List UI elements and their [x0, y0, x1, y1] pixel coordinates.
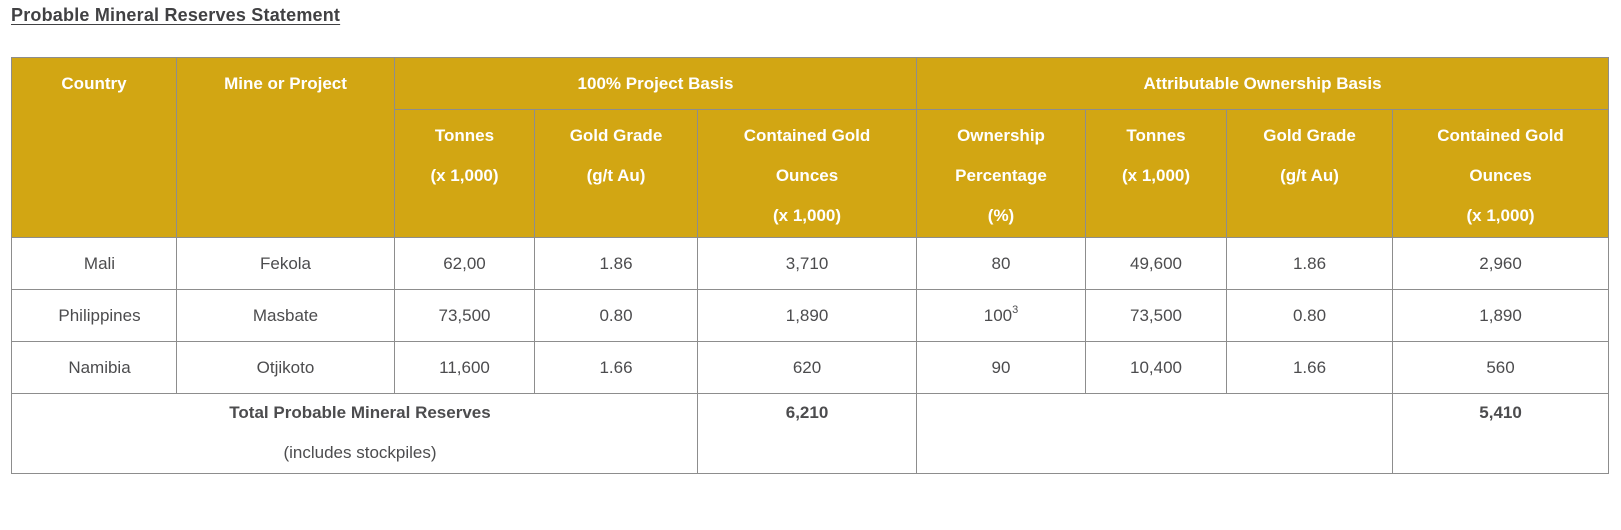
cell-att-tonnes: 49,600: [1085, 237, 1228, 290]
cell-country: Namibia: [11, 341, 177, 394]
cell-ownership-percentage: 90: [916, 341, 1087, 394]
cell-att-gold-grade: 1.66: [1226, 341, 1394, 394]
subheader-line: Contained Gold: [1437, 126, 1564, 145]
table-header: Country Mine or Project 100% Project Bas…: [11, 57, 1610, 238]
subheader-line: (%): [987, 206, 1015, 225]
cell-att-contained-gold: 560: [1392, 341, 1610, 394]
total-row: Total Probable Mineral Reserves (include…: [11, 393, 1610, 474]
total-label: Total Probable Mineral Reserves: [229, 403, 491, 422]
subheader-line: Contained Gold: [743, 126, 871, 145]
cell-att-gold-grade: 1.86: [1226, 237, 1394, 290]
cell-gold-grade: 1.66: [534, 341, 698, 394]
cell-ownership-percentage: 1003: [916, 289, 1087, 342]
sub-header-row: Tonnes (x 1,000) Gold Grade (g/t Au) Con…: [12, 109, 1610, 238]
subheader-line: Tonnes: [1126, 126, 1186, 145]
cell-mine-or-project: Fekola: [176, 237, 395, 290]
total-contained-gold: 6,210: [696, 393, 918, 474]
total-att-contained-gold: 5,410: [1392, 393, 1610, 474]
table-body: Mali Fekola 62,00 1.86 3,710 80 49,600 1…: [11, 237, 1610, 474]
subheader-line: (g/t Au): [586, 166, 646, 185]
table-row-namibia: Namibia Otjikoto 11,600 1.66 620 90 10,4…: [11, 341, 1610, 394]
total-label-cell: Total Probable Mineral Reserves (include…: [11, 393, 698, 474]
cell-mine-or-project: Otjikoto: [176, 341, 395, 394]
cell-tonnes: 73,500: [394, 289, 535, 342]
subheader-line: (x 1,000): [772, 206, 842, 225]
total-empty-cell: [916, 393, 1394, 474]
cell-att-tonnes: 73,500: [1085, 289, 1228, 342]
group-header-row: Country Mine or Project 100% Project Bas…: [11, 57, 1610, 238]
cell-gold-grade: 0.80: [534, 289, 698, 342]
cell-att-tonnes: 10,400: [1085, 341, 1228, 394]
col-header-tonnes: Tonnes (x 1,000): [394, 109, 535, 238]
subheader-line: (g/t Au): [1280, 166, 1339, 185]
col-header-mine-or-project: Mine or Project: [176, 57, 395, 238]
cell-contained-gold: 3,710: [696, 237, 918, 290]
cell-tonnes: 11,600: [394, 341, 535, 394]
cell-ownership-percentage: 80: [916, 237, 1087, 290]
subheader-line: Ownership: [957, 126, 1045, 145]
col-header-contained-gold: Contained Gold Ounces (x 1,000): [696, 109, 918, 238]
cell-contained-gold: 620: [696, 341, 918, 394]
subheader-line: (x 1,000): [430, 166, 499, 185]
ownership-value: 80: [991, 253, 1011, 273]
page-title: Probable Mineral Reserves Statement: [11, 5, 341, 25]
cell-gold-grade: 1.86: [534, 237, 698, 290]
ownership-footnote: 3: [1012, 303, 1019, 316]
col-header-att-gold-grade: Gold Grade (g/t Au): [1226, 109, 1394, 238]
subheader-line: Gold Grade: [1263, 126, 1356, 145]
cell-mine-or-project: Masbate: [176, 289, 395, 342]
cell-contained-gold: 1,890: [696, 289, 918, 342]
col-header-country: Country: [11, 57, 177, 238]
table-row-philippines: Philippines Masbate 73,500 0.80 1,890 10…: [11, 289, 1610, 342]
ownership-value: 100: [983, 305, 1013, 325]
cell-att-contained-gold: 2,960: [1392, 237, 1610, 290]
subheader-line: (x 1,000): [1466, 206, 1535, 225]
cell-country: Mali: [11, 237, 177, 290]
total-note: (includes stockpiles): [283, 443, 437, 462]
cell-att-gold-grade: 0.80: [1226, 289, 1394, 342]
table-row-mali: Mali Fekola 62,00 1.86 3,710 80 49,600 1…: [11, 237, 1610, 290]
subheader-line: Ounces: [1469, 166, 1532, 185]
subheader-line: Tonnes: [434, 126, 495, 145]
subheader-line: (x 1,000): [1121, 166, 1191, 185]
cell-att-contained-gold: 1,890: [1392, 289, 1610, 342]
ownership-value: 90: [991, 357, 1011, 377]
mineral-reserves-table: Country Mine or Project 100% Project Bas…: [11, 57, 1610, 474]
cell-tonnes: 62,00: [394, 237, 535, 290]
cell-country: Philippines: [11, 289, 177, 342]
group-header-project-basis: 100% Project Basis: [393, 57, 918, 110]
col-header-att-contained-gold: Contained Gold Ounces (x 1,000): [1392, 109, 1610, 238]
subheader-line: Percentage: [955, 166, 1047, 185]
col-header-ownership-percentage: Ownership Percentage (%): [916, 109, 1087, 238]
group-header-attributable-ownership: Attributable Ownership Basis: [916, 57, 1610, 110]
subheader-line: Ounces: [775, 166, 839, 185]
col-header-gold-grade: Gold Grade (g/t Au): [534, 109, 698, 238]
col-header-att-tonnes: Tonnes (x 1,000): [1085, 109, 1228, 238]
subheader-line: Gold Grade: [569, 126, 663, 145]
